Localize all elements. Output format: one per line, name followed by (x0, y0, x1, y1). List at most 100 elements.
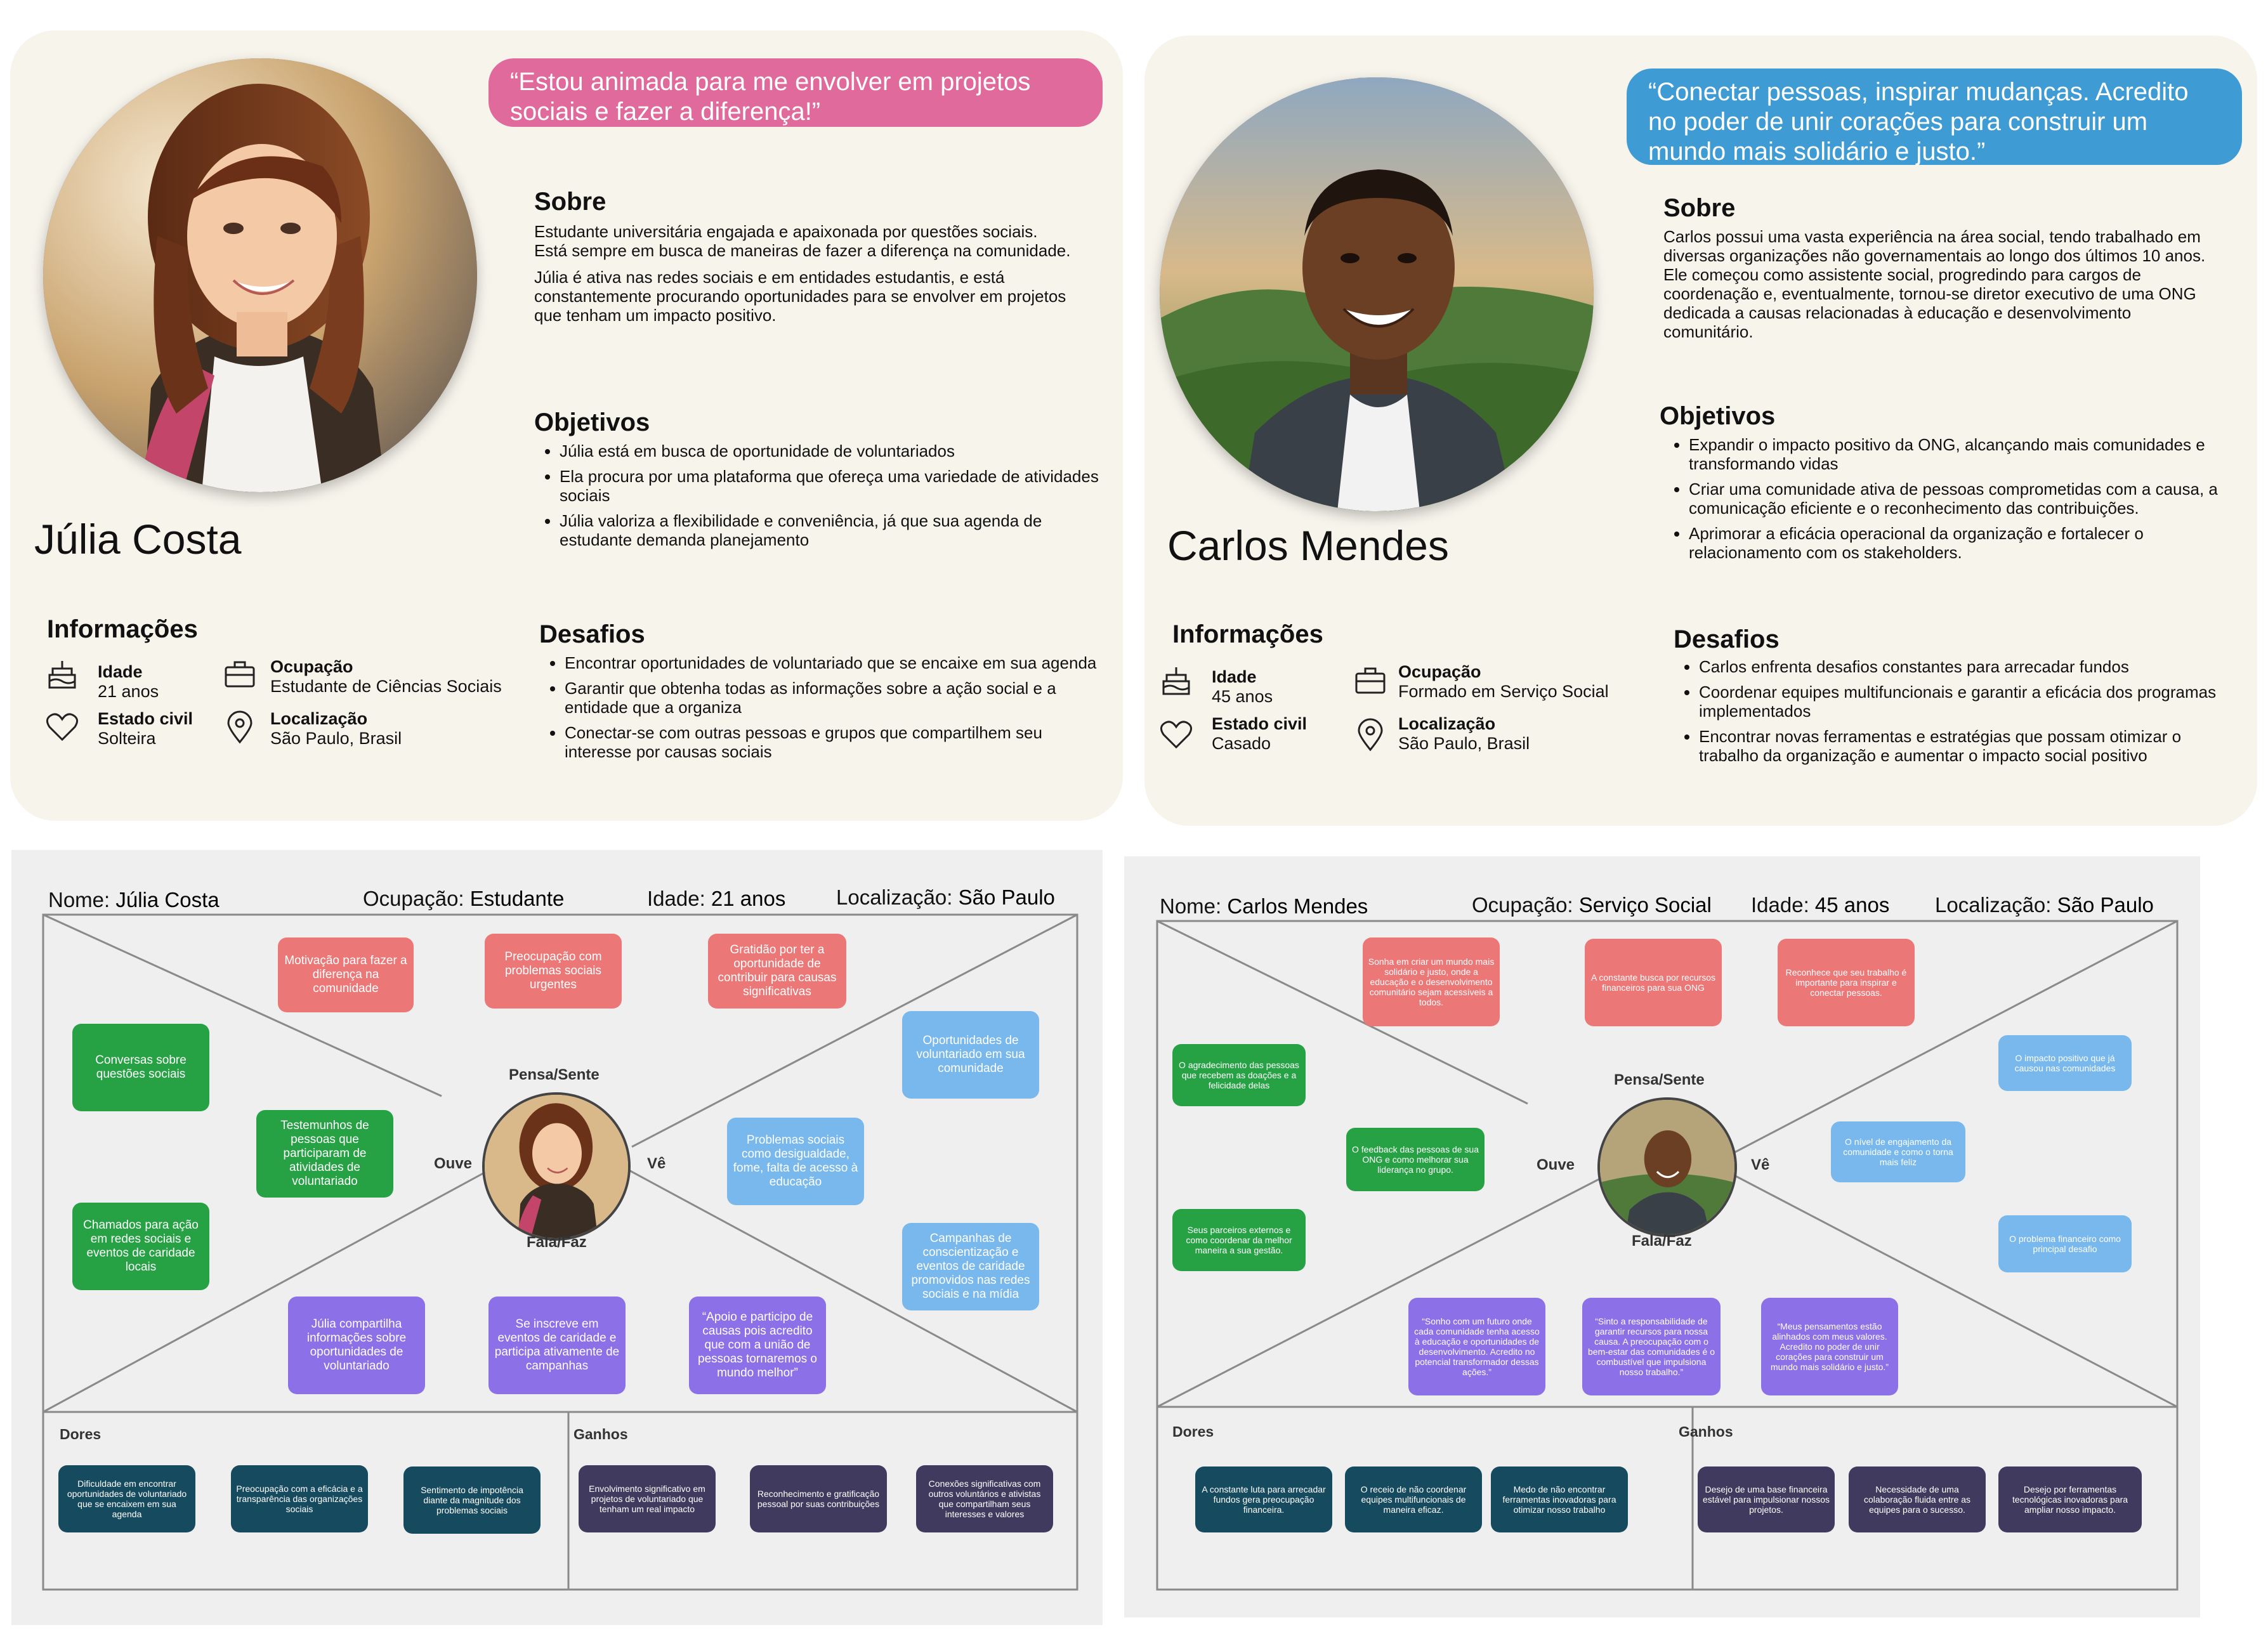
label-pensa-sente: Pensa/Sente (1614, 1071, 1705, 1088)
label-ve: Vê (1751, 1156, 1770, 1173)
map-header-idade: Idade: 21 anos (647, 887, 786, 910)
note-pensa: Reconhece que seu trabalho é importante … (1778, 939, 1915, 1026)
note-pensa: A constante busca por recursos financeir… (1585, 939, 1722, 1026)
map-header-nome: Nome: Carlos Mendes (1160, 894, 1368, 918)
note-dores: A constante luta para arrecadar fundos g… (1195, 1466, 1332, 1532)
info-estado-civil: Estado civil Casado (1212, 714, 1308, 753)
label-fala-faz: Fala/Faz (527, 1234, 587, 1251)
list-item: Júlia está em busca de oportunidade de v… (560, 441, 1099, 460)
map-header-ocupacao: Ocupação: Estudante (363, 887, 565, 910)
note-pensa: Preocupação com problemas sociais urgent… (485, 934, 622, 1009)
objetivos-list: Júlia está em busca de oportunidade de v… (534, 441, 1099, 556)
persona-name: Carlos Mendes (1167, 522, 1449, 569)
desafios-list: Encontrar oportunidades de voluntariado … (539, 653, 1104, 767)
note-ve: O impacto positivo que já causou nas com… (1998, 1035, 2132, 1091)
map-header-idade: Idade: 45 anos (1751, 893, 1890, 917)
dores-title: Dores (1172, 1423, 1214, 1440)
note-ve: Problemas sociais como desigualdade, fom… (727, 1118, 864, 1205)
note-dores: Dificuldade em encontrar oportunidades d… (58, 1465, 195, 1532)
desafios-list: Carlos enfrenta desafios constantes para… (1674, 657, 2245, 771)
persona-quote: “Conectar pessoas, inspirar mudanças. Ac… (1627, 69, 2242, 166)
map-header-localizacao: Localização: São Paulo (1935, 893, 2154, 917)
note-fala: “Apoio e participo de causas pois acredi… (689, 1297, 826, 1394)
ganhos-title: Ganhos (1679, 1423, 1733, 1440)
list-item: Aprimorar a eficácia operacional da orga… (1689, 524, 2234, 562)
note-ouve: Chamados para ação em redes sociais e ev… (72, 1203, 209, 1290)
list-item: Carlos enfrenta desafios constantes para… (1699, 657, 2245, 676)
note-dores: Sentimento de impotência diante da magni… (403, 1466, 541, 1534)
list-item: Expandir o impacto positivo da ONG, alca… (1689, 435, 2234, 473)
note-ve: O nível de engajamento da comunidade e c… (1831, 1121, 1965, 1182)
cake-icon (1162, 667, 1190, 695)
note-ganhos: Reconhecimento e gratificação pessoal po… (750, 1465, 887, 1532)
desafios-title: Desafios (539, 620, 645, 648)
cake-icon (48, 661, 76, 689)
note-ve: Oportunidades de voluntariado em sua com… (902, 1011, 1039, 1099)
map-avatar (482, 1092, 631, 1241)
note-ganhos: Desejo de uma base financeira estável pa… (1698, 1466, 1835, 1532)
note-ganhos: Necessidade de uma colaboração fluida en… (1849, 1466, 1986, 1532)
note-ve: O problema financeiro como principal des… (1998, 1215, 2132, 1272)
map-header-ocupacao: Ocupação: Serviço Social (1472, 893, 1712, 917)
map-frame (1156, 920, 2179, 1591)
dores-title: Dores (60, 1426, 102, 1442)
info-idade: Idade 45 anos (1212, 667, 1273, 706)
list-item: Criar uma comunidade ativa de pessoas co… (1689, 480, 2234, 518)
location-pin-icon (227, 710, 252, 744)
note-fala: “Sonho com um futuro onde cada comunidad… (1408, 1298, 1545, 1395)
label-ouve: Ouve (434, 1155, 473, 1172)
sobre-text: Carlos possui uma vasta experiência na á… (1663, 227, 2206, 341)
briefcase-icon (225, 661, 255, 688)
map-header-localizacao: Localização: São Paulo (836, 885, 1055, 909)
note-fala: “Meus pensamentos estão alinhados com me… (1761, 1298, 1898, 1395)
note-ganhos: Envolvimento significativo em projetos d… (579, 1465, 716, 1532)
label-pensa-sente: Pensa/Sente (509, 1066, 600, 1083)
heart-icon (1160, 721, 1192, 749)
label-ouve: Ouve (1537, 1156, 1575, 1173)
sobre-title: Sobre (534, 188, 606, 216)
note-ve: Campanhas de conscientização e eventos d… (902, 1223, 1039, 1310)
persona-photo (1160, 77, 1594, 511)
note-fala: Se inscreve em eventos de caridade e par… (488, 1297, 626, 1394)
informacoes-title: Informações (47, 615, 198, 643)
info-localizacao: Localização São Paulo, Brasil (1398, 714, 1530, 753)
note-ouve: O agradecimento das pessoas que recebem … (1172, 1044, 1306, 1106)
note-fala: Júlia compartilha informações sobre opor… (288, 1297, 425, 1394)
list-item: Encontrar novas ferramentas e estratégia… (1699, 727, 2245, 765)
info-idade: Idade 21 anos (98, 662, 159, 701)
persona-card-carlos: “Conectar pessoas, inspirar mudanças. Ac… (1144, 36, 2257, 826)
list-item: Garantir que obtenha todas as informaçõe… (565, 679, 1104, 717)
objetivos-list: Expandir o impacto positivo da ONG, alca… (1663, 435, 2234, 568)
note-ouve: Testemunhos de pessoas que participaram … (256, 1110, 393, 1198)
info-ocupacao: Ocupação Estudante de Ciências Sociais (270, 657, 502, 696)
note-pensa: Motivação para fazer a diferença na comu… (278, 937, 414, 1012)
info-localizacao: Localização São Paulo, Brasil (270, 709, 402, 748)
note-ganhos: Conexões significativas com outros volun… (916, 1465, 1053, 1532)
list-item: Conectar-se com outras pessoas e grupos … (565, 723, 1104, 761)
list-item: Ela procura por uma plataforma que ofere… (560, 467, 1099, 505)
location-pin-icon (1358, 718, 1383, 752)
empathy-map-carlos: Nome: Carlos Mendes Ocupação: Serviço So… (1124, 856, 2200, 1617)
map-frame (42, 913, 1078, 1591)
persona-photo (43, 58, 477, 492)
info-estado-civil: Estado civil Solteira (98, 709, 193, 748)
label-fala-faz: Fala/Faz (1632, 1232, 1692, 1250)
sobre-title: Sobre (1663, 194, 1736, 222)
note-fala: “Sinto a responsabilidade de garantir re… (1582, 1298, 1721, 1395)
note-ouve: O feedback das pessoas de sua ONG e como… (1346, 1128, 1485, 1191)
map-avatar (1597, 1097, 1737, 1237)
sobre-text: Estudante universitária engajada e apaix… (534, 222, 1071, 325)
objetivos-title: Objetivos (1660, 402, 1776, 430)
note-dores: Medo de não encontrar ferramentas inovad… (1491, 1466, 1628, 1532)
heart-icon (46, 713, 78, 741)
note-ouve: Seus parceiros externos e como coordenar… (1172, 1209, 1306, 1271)
note-dores: Preocupação com a eficácia e a transparê… (231, 1465, 368, 1532)
map-header-nome: Nome: Júlia Costa (48, 888, 220, 911)
briefcase-icon (1355, 667, 1386, 694)
list-item: Júlia valoriza a flexibilidade e conveni… (560, 511, 1099, 549)
note-dores: O receio de não coordenar equipes multif… (1345, 1466, 1482, 1532)
persona-quote: “Estou animada para me envolver em proje… (488, 58, 1103, 127)
persona-name: Júlia Costa (34, 516, 242, 563)
empathy-map-julia: Nome: Júlia Costa Ocupação: Estudante Id… (11, 850, 1103, 1625)
label-ve: Vê (647, 1155, 666, 1172)
